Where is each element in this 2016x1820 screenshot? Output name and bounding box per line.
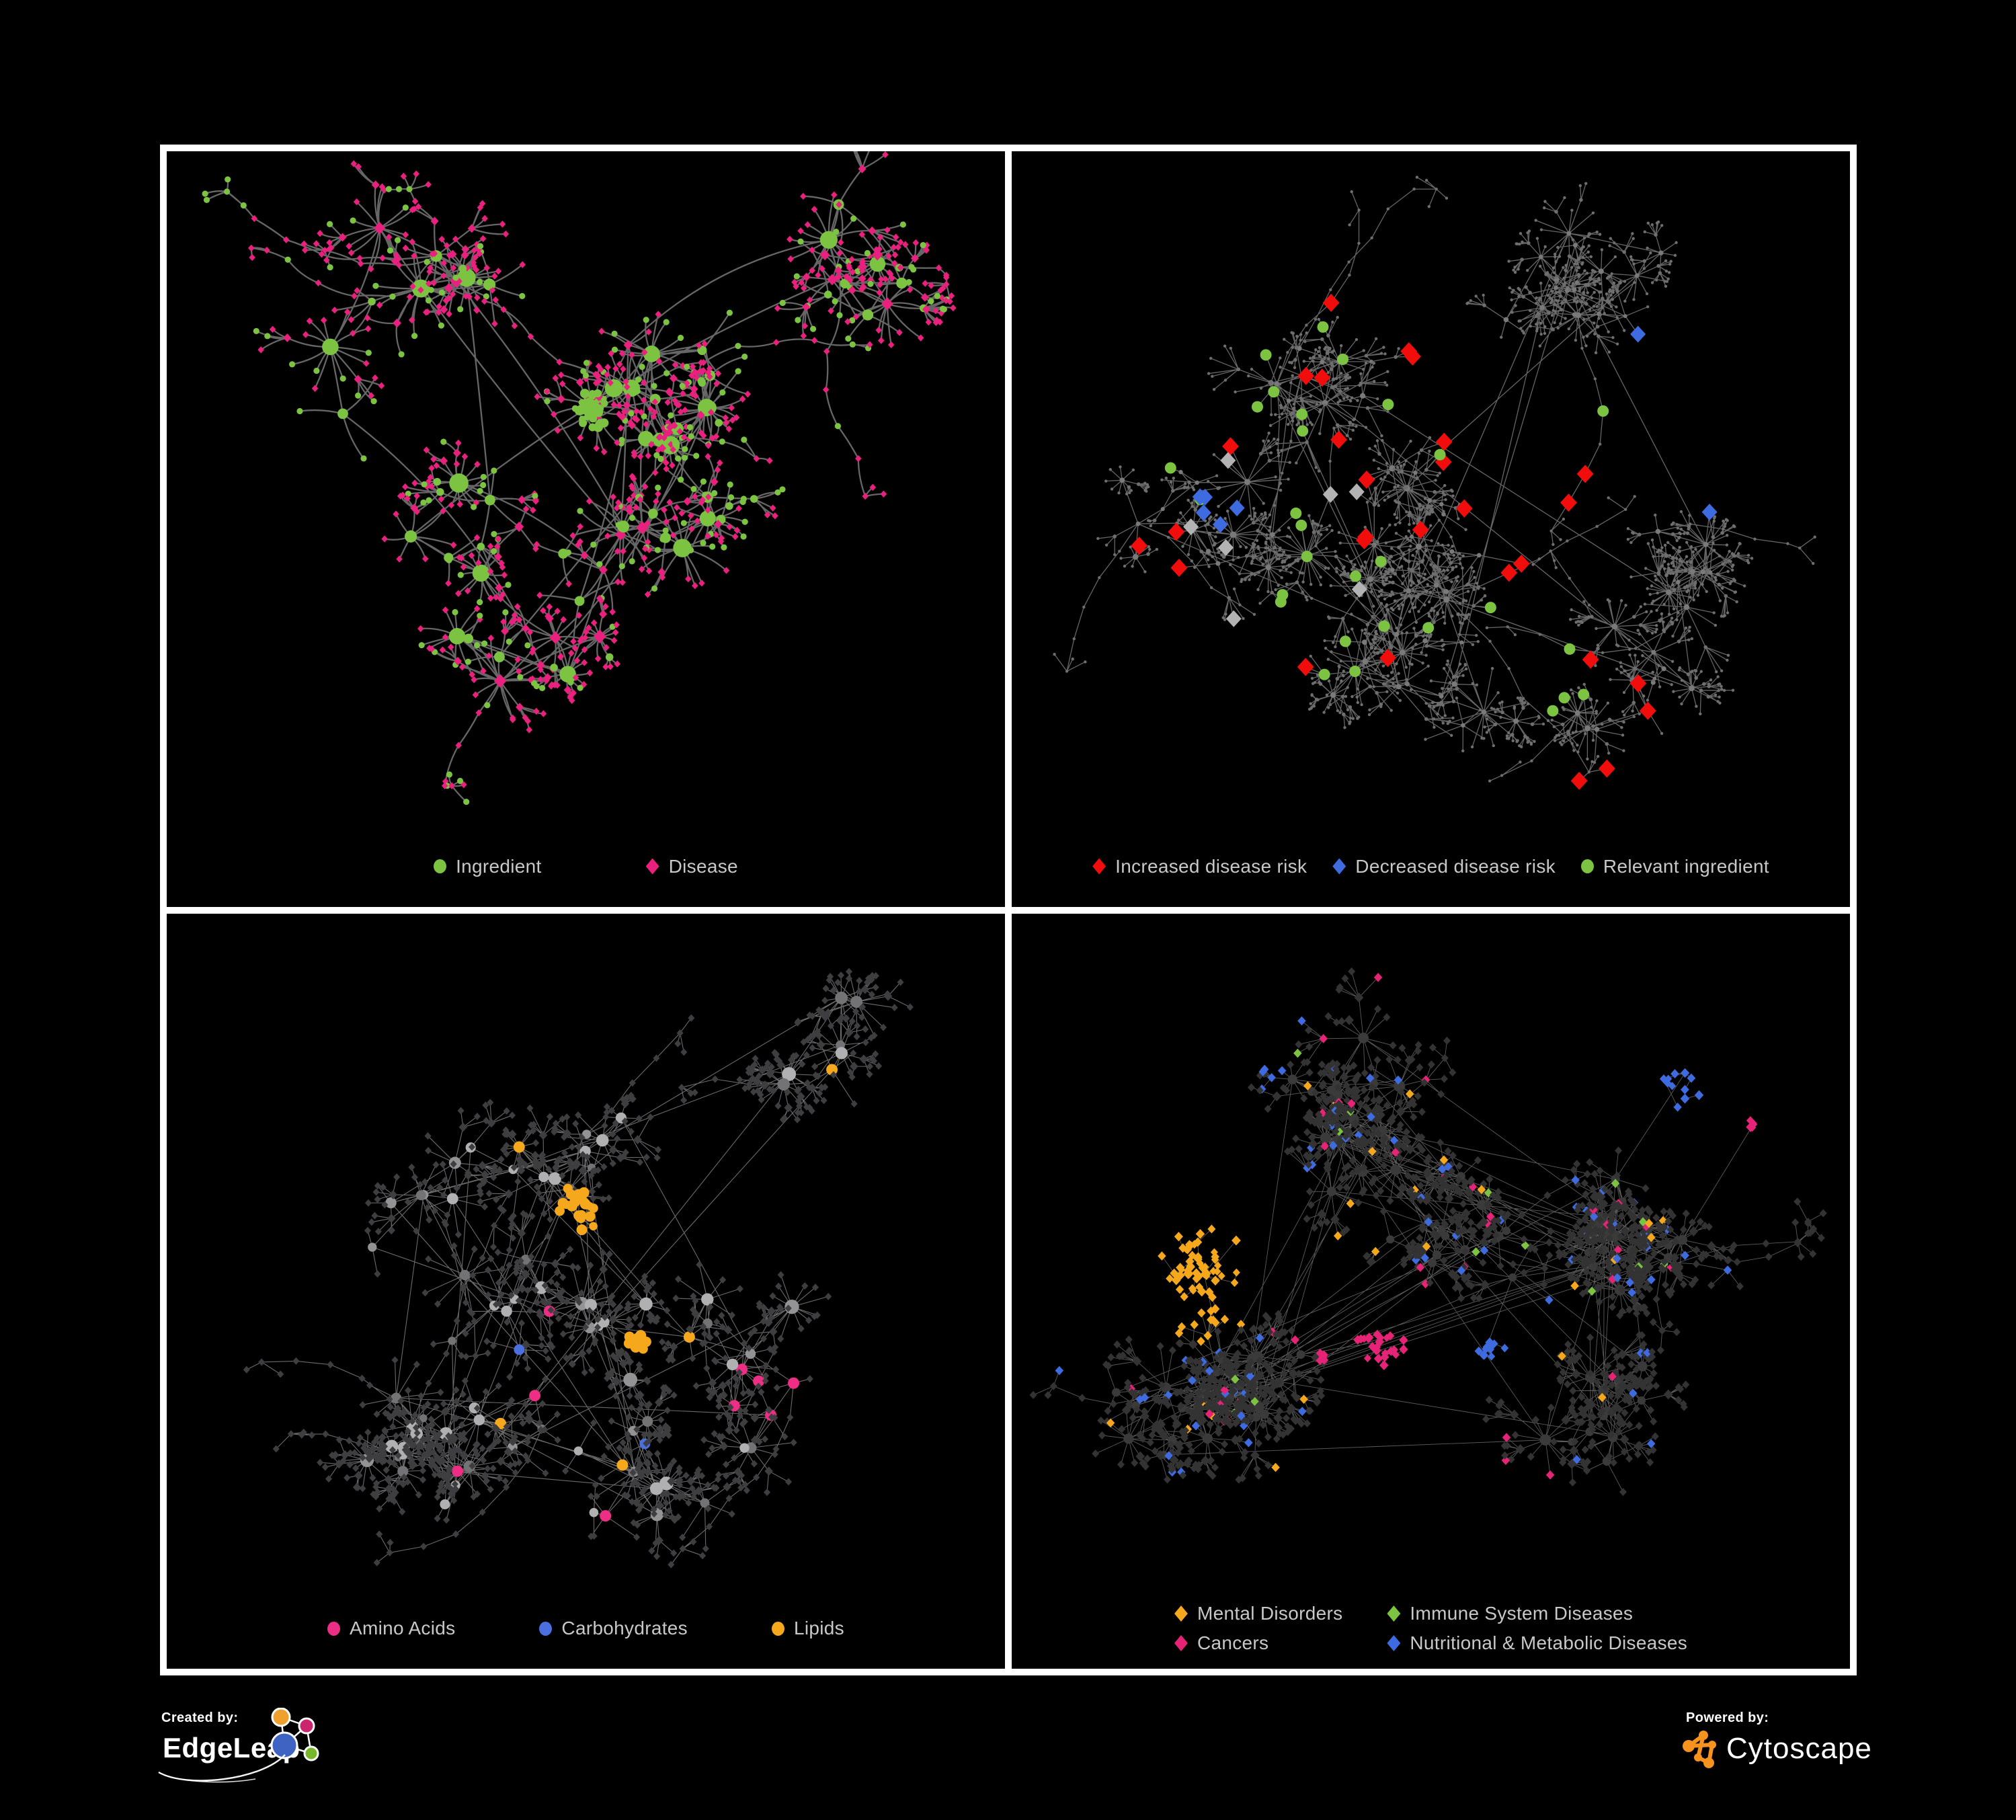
network-graph [202, 151, 957, 805]
edgeleap-swoosh-icon [158, 1754, 286, 1783]
legend-label: Immune System Diseases [1410, 1603, 1634, 1624]
legend: Amino Acids Carbohydrates Lipids [167, 1618, 1005, 1639]
panel-nutrient-classes: Amino Acids Carbohydrates Lipids [167, 913, 1005, 1669]
legend-label: Increased disease risk [1115, 855, 1307, 877]
legend-item: Increased disease risk [1092, 856, 1307, 877]
network-graph [1029, 967, 1827, 1496]
nodes-layer [1029, 967, 1827, 1496]
legend-label: Lipids [793, 1618, 844, 1638]
nodes-layer [202, 151, 957, 805]
figure-grid: Ingredient Disease Increased disease risk… [160, 145, 1857, 1675]
legend-item: Relevant ingredient [1580, 855, 1769, 877]
powered-by-label: Powered by: [1686, 1710, 1769, 1725]
legend-label: Nutritional & Metabolic Diseases [1410, 1632, 1688, 1653]
diamond-swatch-icon [1387, 1635, 1401, 1651]
legend-item: Decreased disease risk [1332, 856, 1556, 877]
circle-swatch-icon [539, 1621, 553, 1636]
edges-layer [1033, 971, 1824, 1492]
edges-layer [1054, 176, 1816, 782]
powered-by-block: Powered by: Cytoscape [1682, 1710, 1877, 1811]
legend-item: Ingredient [434, 856, 542, 877]
network-graph [1053, 175, 1816, 790]
legend-label: Mental Disorders [1197, 1603, 1343, 1624]
circle-swatch-icon [1580, 859, 1594, 873]
diamond-swatch-icon [1332, 858, 1346, 875]
edgeleap-logo-icon [270, 1708, 319, 1762]
circle-swatch-icon [434, 859, 447, 873]
created-by-block: Created by: EdgeLeap [158, 1708, 370, 1815]
nodes-layer [243, 967, 914, 1569]
network-graph [243, 967, 914, 1569]
cytoscape-logo-icon [1683, 1731, 1716, 1768]
legend-label: Amino Acids [350, 1618, 456, 1638]
panel-disease-risk: Increased disease risk Decreased disease … [1012, 151, 1850, 907]
legend-label: Relevant ingredient [1603, 855, 1769, 877]
diamond-swatch-icon [1174, 1606, 1188, 1622]
overlay-layer [1131, 293, 1718, 790]
legend-item: Disease [645, 855, 738, 877]
panel-ingredient-disease: Ingredient Disease [167, 151, 1005, 907]
legend-label: Disease [668, 855, 738, 877]
legend: Mental Disorders Immune System Diseases Ca… [1174, 1603, 1687, 1654]
legend: Ingredient Disease [167, 856, 1005, 877]
legend-label: Decreased disease risk [1355, 855, 1556, 877]
legend-item: Amino Acids [327, 1618, 455, 1639]
circle-swatch-icon [327, 1621, 341, 1636]
legend-item: Carbohydrates [539, 1618, 688, 1639]
panel-disease-classes: Mental Disorders Immune System Diseases Ca… [1012, 913, 1850, 1669]
legend-item: Mental Disorders [1174, 1603, 1342, 1624]
nodes-layer [1053, 175, 1816, 783]
cytoscape-brand: Cytoscape [1726, 1732, 1872, 1765]
diamond-swatch-icon [1174, 1635, 1188, 1651]
legend-label: Carbohydrates [561, 1618, 688, 1638]
legend-item: Nutritional & Metabolic Diseases [1387, 1632, 1687, 1654]
diamond-swatch-icon [645, 858, 659, 875]
edges-layer [204, 151, 954, 803]
legend-item: Immune System Diseases [1387, 1603, 1633, 1624]
created-by-label: Created by: [161, 1710, 239, 1725]
diamond-swatch-icon [1387, 1606, 1401, 1622]
circle-swatch-icon [771, 1621, 784, 1636]
legend: Increased disease risk Decreased disease … [1012, 856, 1850, 877]
legend-label: Cancers [1197, 1632, 1269, 1653]
legend-label: Ingredient [456, 855, 542, 877]
diamond-swatch-icon [1092, 858, 1106, 875]
legend-item: Lipids [771, 1618, 844, 1639]
legend-item: Cancers [1174, 1632, 1268, 1654]
